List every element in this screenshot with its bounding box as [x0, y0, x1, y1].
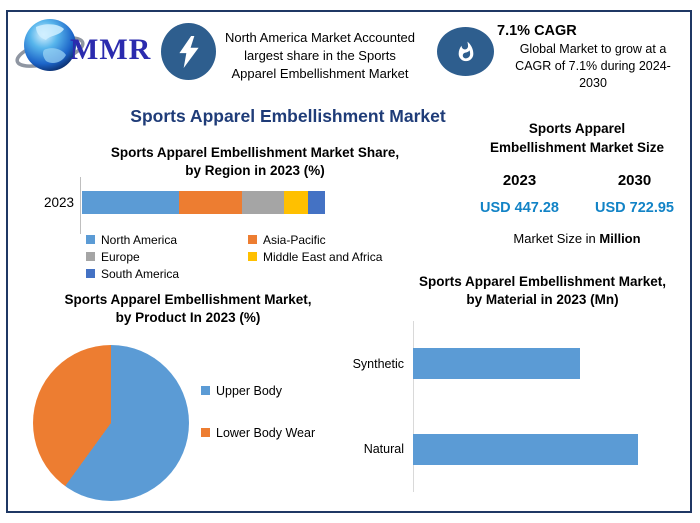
market-size-values: USD 447.28 USD 722.95: [462, 200, 692, 216]
value-2030: USD 722.95: [595, 200, 674, 216]
region-stacked-bar: [82, 191, 326, 214]
market-size-note-prefix: Market Size in: [513, 231, 600, 246]
bar-segment-asia-pacific: [179, 191, 243, 214]
value-2023: USD 447.28: [480, 200, 559, 216]
bar-segment-south-america: [308, 191, 326, 214]
market-size-years: 2023 2030: [462, 172, 692, 189]
cagr-title: 7.1% CAGR: [497, 23, 577, 39]
region-year-label: 2023: [43, 195, 74, 210]
mmr-logo: MMR: [14, 14, 154, 80]
legend-label-lower-body-wear: Lower Body Wear: [216, 426, 316, 440]
legend-swatch-south-america: [86, 269, 95, 278]
lightning-badge: [161, 23, 216, 80]
legend-swatch-upper-body: [201, 386, 210, 395]
bar-segment-north-america: [82, 191, 180, 214]
legend-item-upper-body: Upper Body: [201, 384, 315, 398]
legend-swatch-lower-body-wear: [201, 428, 210, 437]
page-title: Sports Apparel Embellishment Market: [130, 106, 446, 126]
flame-icon: [458, 41, 473, 61]
material-label-synthetic: Synthetic: [352, 356, 404, 371]
region-legend: North America Asia-Pacific Europe Middle…: [86, 233, 416, 281]
legend-label-asia-pacific: Asia-Pacific: [263, 233, 326, 247]
market-size-note-unit: Million: [599, 231, 641, 246]
legend-label-middle-east-africa: Middle East and Africa: [263, 250, 383, 264]
legend-swatch-asia-pacific: [248, 235, 257, 244]
legend-label-upper-body: Upper Body: [216, 384, 283, 398]
region-chart-axis: [80, 177, 81, 234]
market-size-title: Sports Apparel Embellishment Market Size: [489, 121, 665, 155]
material-label-natural: Natural: [363, 442, 404, 457]
legend-item-asia-pacific: Asia-Pacific: [248, 233, 416, 247]
legend-item-south-america: South America: [86, 267, 248, 281]
legend-label-north-america: North America: [101, 233, 178, 247]
material-row-synthetic: Synthetic: [338, 348, 690, 380]
bar-segment-europe: [242, 191, 284, 214]
legend-label-europe: Europe: [101, 250, 140, 264]
material-chart-axis: [413, 321, 414, 492]
legend-item-north-america: North America: [86, 233, 248, 247]
highlight-text: North America Market Accounted largest s…: [224, 30, 416, 81]
mmr-wordmark: MMR: [70, 33, 152, 66]
legend-item-middle-east-africa: Middle East and Africa: [248, 250, 416, 264]
region-chart-title: Sports Apparel Embellishment Market Shar…: [110, 145, 400, 178]
product-legend: Upper Body Lower Body Wear: [201, 384, 315, 468]
legend-label-south-america: South America: [101, 267, 180, 281]
material-bar-natural: [413, 433, 638, 465]
legend-item-lower-body-wear: Lower Body Wear: [201, 426, 315, 440]
year-2030-label: 2030: [617, 172, 652, 189]
product-chart-title: Sports Apparel Embellishment Market, by …: [64, 292, 312, 325]
material-chart-title: Sports Apparel Embellishment Market, by …: [418, 274, 667, 307]
legend-item-europe: Europe: [86, 250, 248, 264]
bar-segment-middle-east-africa: [283, 191, 308, 214]
material-bar-synthetic: [413, 348, 580, 380]
globe-icon: [15, 19, 85, 71]
cagr-block: 7.1% CAGR Global Market to grow at a CAG…: [497, 23, 689, 92]
cagr-badge: [437, 27, 494, 76]
market-size-note: Market Size in Million: [462, 231, 692, 246]
material-chart-rows: Synthetic Natural: [338, 321, 690, 492]
cagr-text: Global Market to grow at a CAGR of 7.1% …: [515, 42, 671, 90]
lightning-icon: [178, 35, 199, 68]
material-row-natural: Natural: [338, 433, 690, 465]
legend-swatch-europe: [86, 252, 95, 261]
product-pie: [33, 345, 189, 501]
outer-border: [6, 10, 692, 513]
year-2023-label: 2023: [502, 172, 537, 189]
legend-swatch-north-america: [86, 235, 95, 244]
legend-swatch-middle-east-africa: [248, 252, 257, 261]
